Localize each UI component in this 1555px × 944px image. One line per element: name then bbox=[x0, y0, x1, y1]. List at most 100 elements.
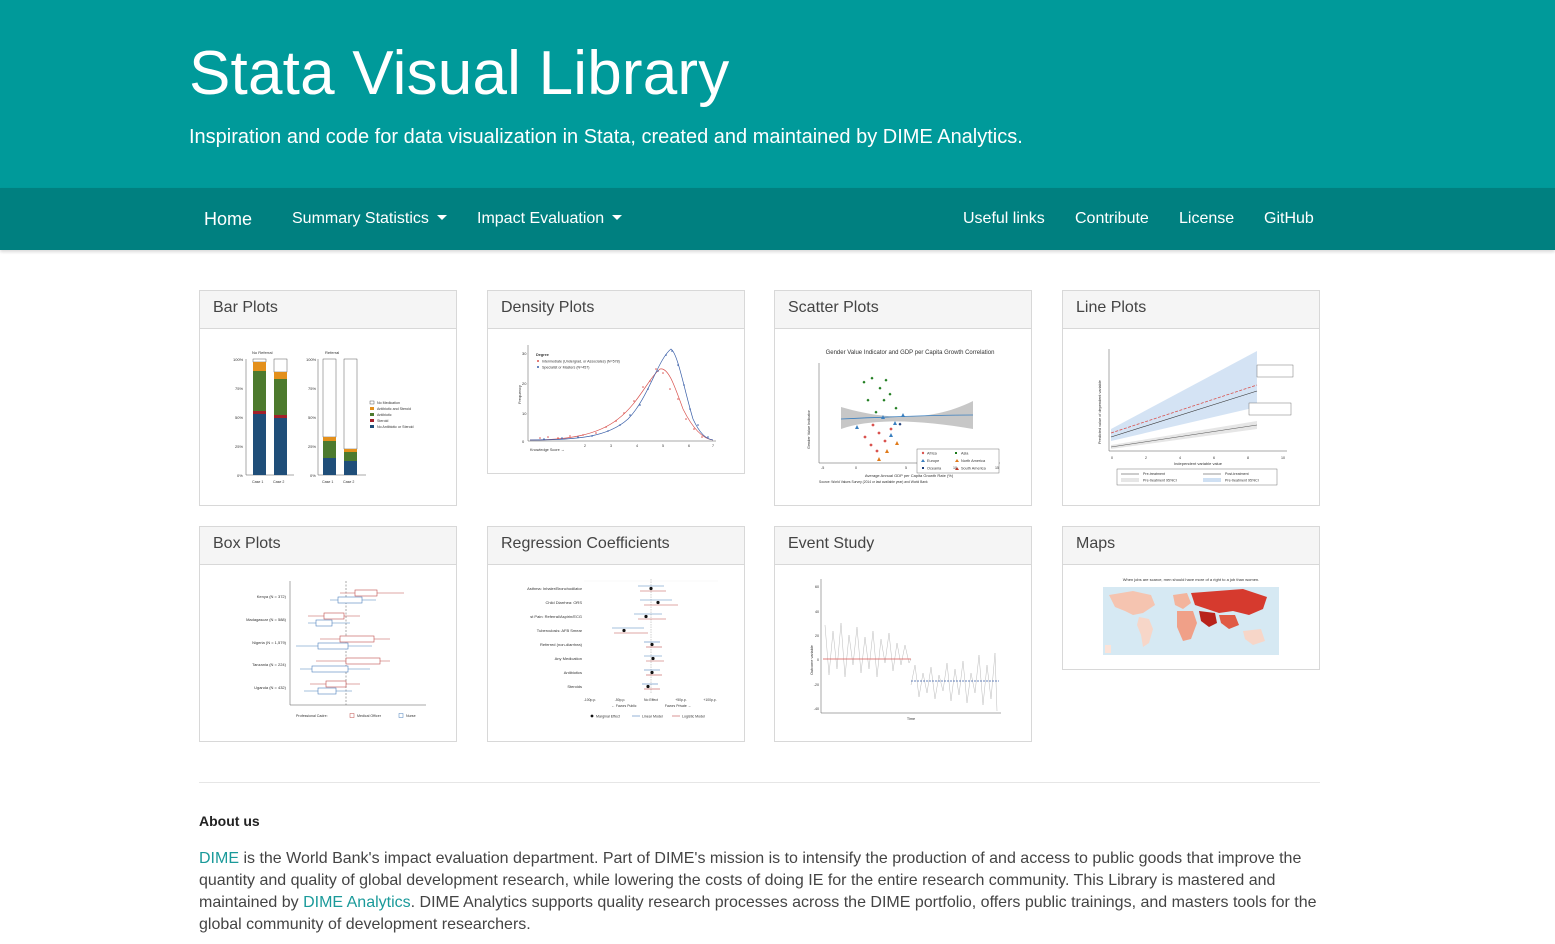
card-thumbnail: No Referral Referral 100% 75% 50% 25% 0%… bbox=[200, 329, 456, 505]
svg-text:Child Diarrhea: ORS: Child Diarrhea: ORS bbox=[546, 600, 583, 605]
card-line-plots[interactable]: Line Plots Predicted value of dependent … bbox=[1062, 290, 1320, 506]
legend-title: Degree bbox=[536, 353, 549, 357]
svg-text:0: 0 bbox=[817, 658, 819, 662]
svg-text:8: 8 bbox=[1247, 456, 1249, 460]
nav-license[interactable]: License bbox=[1179, 210, 1235, 227]
card-density-plots[interactable]: Density Plots 30 20 10 0 Frequency Degre… bbox=[487, 290, 745, 474]
event-y-ticks: 60 40 20 0 -20 -40 bbox=[814, 585, 819, 711]
regression-coefficients-thumbnail: Asthma: Inhaler/Bronchodilator Child Dia… bbox=[527, 579, 718, 719]
svg-text:30: 30 bbox=[522, 351, 527, 356]
svg-text:25%: 25% bbox=[308, 444, 316, 449]
svg-text:50%: 50% bbox=[308, 415, 316, 420]
nav-summary-statistics-label: Summary Statistics bbox=[292, 210, 429, 227]
svg-text:Pre-treatment 95%CI: Pre-treatment 95%CI bbox=[1143, 479, 1177, 483]
svg-text:0: 0 bbox=[1111, 456, 1113, 460]
card-title: Density Plots bbox=[488, 291, 744, 329]
density-points-intermediate bbox=[539, 368, 703, 439]
card-title: Regression Coefficients bbox=[488, 527, 744, 565]
svg-text:Steroids: Steroids bbox=[567, 684, 582, 689]
bar-legend: No Medication Antibiotic and Steroid Ant… bbox=[369, 400, 414, 429]
legend-item: Specialist or Masters (N=457) bbox=[542, 366, 589, 370]
box-plot-thumbnail: Kenya (N = 372) Madagascar (N = 588) Nig… bbox=[246, 581, 426, 718]
svg-text:+50p.p.: +50p.p. bbox=[675, 698, 686, 702]
svg-text:Medical Officer: Medical Officer bbox=[357, 714, 382, 718]
card-scatter-plots[interactable]: Scatter Plots Gender Value Indicator and… bbox=[774, 290, 1032, 506]
card-bar-plots[interactable]: Bar Plots No Referral Referral 100% 75% … bbox=[199, 290, 457, 506]
map-thumbnail: When jobs are scarce, men should have mo… bbox=[1103, 577, 1279, 655]
svg-text:75%: 75% bbox=[308, 386, 316, 391]
svg-text:No Effect: No Effect bbox=[644, 698, 658, 702]
x-tick-label: Case 1 bbox=[322, 480, 333, 484]
site-header: Stata Visual Library Inspiration and cod… bbox=[0, 0, 1555, 188]
svg-text:Asia: Asia bbox=[961, 452, 969, 456]
svg-text:-5: -5 bbox=[821, 466, 824, 470]
nav-github[interactable]: GitHub bbox=[1264, 210, 1314, 227]
svg-text:Antibiotic and Steroid: Antibiotic and Steroid bbox=[377, 407, 411, 411]
bar-case-2-no-referral bbox=[273, 358, 288, 475]
svg-text:Favors Private →: Favors Private → bbox=[665, 704, 691, 708]
bar-plot-thumbnail: No Referral Referral 100% 75% 50% 25% 0%… bbox=[233, 350, 414, 484]
svg-text:10: 10 bbox=[522, 411, 527, 416]
card-maps[interactable]: Maps When jobs are scarce, men should ha… bbox=[1062, 526, 1320, 670]
svg-text:No Medication: No Medication bbox=[377, 401, 400, 405]
y-axis-label: Gender Value Indicator bbox=[807, 409, 811, 449]
svg-text:Asthma: Inhaler/Bronchodilator: Asthma: Inhaler/Bronchodilator bbox=[527, 586, 583, 591]
chevron-down-icon bbox=[436, 214, 447, 220]
nav-summary-statistics[interactable]: Summary Statistics bbox=[292, 188, 447, 250]
y-tick-label: 100% bbox=[233, 357, 244, 362]
nav-useful-links[interactable]: Useful links bbox=[963, 210, 1045, 227]
card-thumbnail: Asthma: Inhaler/Bronchodilator Child Dia… bbox=[488, 565, 744, 741]
box-row-labels: Kenya (N = 372) Madagascar (N = 588) Nig… bbox=[246, 594, 287, 690]
svg-text:Tuberculosis: AFB Smear: Tuberculosis: AFB Smear bbox=[537, 628, 583, 633]
svg-text:7: 7 bbox=[712, 444, 714, 448]
chevron-down-icon bbox=[612, 214, 623, 220]
svg-text:No Antibiotic or Steroid: No Antibiotic or Steroid bbox=[377, 425, 414, 429]
event-study-thumbnail: Outcome variable 60 40 20 0 -20 -40 Time bbox=[810, 579, 1001, 721]
y-tick-label: 50% bbox=[235, 415, 243, 420]
card-title: Box Plots bbox=[200, 527, 456, 565]
card-thumbnail: Predicted value of dependent variable 0 … bbox=[1063, 329, 1319, 505]
svg-text:Linear Model: Linear Model bbox=[642, 715, 663, 719]
x-tick-label: Case 2 bbox=[273, 480, 284, 484]
svg-text:2: 2 bbox=[1145, 456, 1147, 460]
bar-case-1-referral bbox=[322, 358, 337, 475]
x-axis-label: Independent variable value bbox=[1174, 461, 1223, 466]
dime-link[interactable]: DIME bbox=[199, 850, 239, 867]
map-title: When jobs are scarce, men should have mo… bbox=[1123, 577, 1260, 582]
about-paragraph: DIME is the World Bank's impact evaluati… bbox=[199, 848, 1324, 936]
svg-text:Oceania: Oceania bbox=[927, 467, 942, 471]
svg-text:5: 5 bbox=[905, 466, 907, 470]
about-text-part-2: . DIME Analytics supports quality resear… bbox=[199, 894, 1317, 933]
scatter-legend: Africa Asia Europe North America Oceania… bbox=[921, 452, 987, 471]
svg-text:Nigeria (N = 1,579): Nigeria (N = 1,579) bbox=[252, 640, 287, 645]
svg-text:Antibiotic: Antibiotic bbox=[377, 413, 392, 417]
about-heading: About us bbox=[199, 813, 260, 829]
svg-text:Madagascar (N = 588): Madagascar (N = 588) bbox=[246, 617, 287, 622]
svg-text:60: 60 bbox=[815, 585, 819, 589]
card-thumbnail: When jobs are scarce, men should have mo… bbox=[1063, 565, 1319, 669]
card-box-plots[interactable]: Box Plots Kenya (N = 372) Madagascar (N … bbox=[199, 526, 457, 742]
svg-text:6: 6 bbox=[1213, 456, 1215, 460]
svg-text:Steroid: Steroid bbox=[377, 419, 388, 423]
nav-contribute[interactable]: Contribute bbox=[1075, 210, 1149, 227]
svg-text:-100p.p.: -100p.p. bbox=[584, 698, 596, 702]
card-regression-coefficients[interactable]: Regression Coefficients Asthma: Inhaler/… bbox=[487, 526, 745, 742]
nav-impact-evaluation[interactable]: Impact Evaluation bbox=[477, 188, 623, 250]
svg-text:Any Medication: Any Medication bbox=[555, 656, 582, 661]
svg-text:Europe: Europe bbox=[927, 459, 939, 463]
y-tick-label: 75% bbox=[235, 386, 243, 391]
nav-home[interactable]: Home bbox=[204, 209, 253, 229]
svg-text:0%: 0% bbox=[310, 473, 316, 478]
x-axis-label: Time bbox=[907, 717, 915, 721]
svg-text:4: 4 bbox=[1179, 456, 1181, 460]
svg-text:20: 20 bbox=[815, 634, 819, 638]
about-text-part-1: is the World Bank's impact evaluation de… bbox=[199, 850, 1302, 911]
bar-case-1-no-referral bbox=[252, 358, 267, 475]
card-thumbnail: 30 20 10 0 Frequency Degree Intermediate… bbox=[488, 329, 744, 473]
svg-text:Pre-treatment 95%CI: Pre-treatment 95%CI bbox=[1225, 479, 1259, 483]
site-title: Stata Visual Library bbox=[189, 39, 730, 108]
dime-analytics-link[interactable]: DIME Analytics bbox=[303, 894, 411, 911]
card-event-study[interactable]: Event Study Outcome variable 60 40 20 0 … bbox=[774, 526, 1032, 742]
svg-text:South America: South America bbox=[961, 467, 987, 471]
svg-text:40: 40 bbox=[815, 610, 819, 614]
